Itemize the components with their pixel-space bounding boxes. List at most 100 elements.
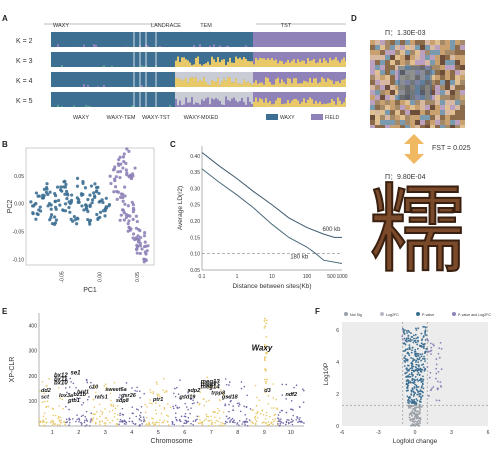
volcano-point-up bbox=[437, 387, 439, 389]
mosaic-tile bbox=[455, 55, 460, 60]
gene-label: dd2 bbox=[41, 388, 51, 394]
mosaic-tile bbox=[440, 55, 445, 60]
volcano-point bbox=[410, 412, 412, 414]
pca-point bbox=[127, 150, 130, 153]
xpclr-point bbox=[179, 379, 181, 381]
admix-seg bbox=[239, 72, 241, 83]
mosaic-tile bbox=[415, 60, 420, 65]
admix-seg bbox=[147, 45, 149, 47]
volcano-point bbox=[407, 396, 409, 398]
volcano-point bbox=[418, 358, 420, 360]
admix-seg bbox=[111, 66, 113, 67]
pca-point bbox=[104, 209, 107, 212]
xpclr-point bbox=[144, 420, 146, 422]
admix-seg bbox=[279, 83, 281, 87]
admix-seg bbox=[345, 78, 346, 87]
mosaic-tile bbox=[455, 45, 460, 50]
xpclr-point bbox=[152, 393, 154, 395]
annotation-600kb: 600 kb bbox=[322, 227, 341, 233]
mosaic-tile bbox=[380, 105, 385, 110]
mosaic-tile bbox=[375, 60, 380, 65]
xpclr-point bbox=[184, 422, 186, 424]
xpclr-point bbox=[131, 387, 133, 389]
xpclr-point bbox=[255, 413, 257, 415]
volcano-point bbox=[416, 404, 418, 406]
admix-seg bbox=[231, 63, 233, 67]
mosaic-tile bbox=[450, 70, 455, 75]
mosaic-tile bbox=[425, 60, 430, 65]
xpclr-point bbox=[238, 402, 240, 404]
volcano-point-up bbox=[427, 366, 429, 368]
admix-seg bbox=[309, 32, 311, 47]
pca-point bbox=[34, 218, 37, 221]
pca-point bbox=[112, 168, 115, 171]
volcano-point bbox=[424, 331, 426, 333]
xpclr-point bbox=[217, 408, 219, 410]
xpclr-point bbox=[277, 423, 279, 425]
admix-seg bbox=[289, 32, 291, 47]
pca-point bbox=[123, 211, 126, 214]
mosaic-tile bbox=[455, 85, 460, 90]
pca-point bbox=[84, 186, 87, 189]
admix-seg bbox=[205, 72, 207, 82]
admix-seg bbox=[273, 60, 275, 67]
chromosome-tick-label: 1 bbox=[51, 430, 54, 436]
admix-seg bbox=[311, 32, 313, 47]
admix-seg bbox=[285, 62, 287, 67]
pca-point bbox=[143, 260, 146, 263]
admix-seg bbox=[185, 98, 187, 107]
pca-point bbox=[127, 214, 130, 217]
mosaic-tile bbox=[445, 120, 450, 125]
xpclr-point bbox=[95, 391, 97, 393]
pca-point bbox=[93, 196, 96, 199]
volcano-point bbox=[409, 368, 411, 370]
xpclr-point bbox=[266, 412, 268, 414]
admix-seg bbox=[231, 82, 233, 87]
admix-seg bbox=[303, 81, 305, 87]
y-tick-label: 0.20 bbox=[190, 219, 200, 225]
admix-seg bbox=[197, 57, 199, 67]
mosaic-tile bbox=[390, 120, 395, 125]
xpclr-point bbox=[136, 390, 138, 392]
x-tick-label: 0.00 bbox=[97, 272, 103, 282]
mosaic-tile bbox=[440, 120, 445, 125]
xpclr-point bbox=[179, 420, 181, 422]
pca-point bbox=[99, 200, 102, 203]
admix-seg bbox=[185, 52, 187, 59]
admix-seg bbox=[293, 32, 295, 47]
volcano-point bbox=[407, 360, 409, 362]
pca-point bbox=[117, 158, 120, 161]
admix-seg bbox=[289, 63, 291, 67]
volcano-point bbox=[421, 355, 423, 357]
xpclr-point bbox=[299, 417, 301, 419]
mosaic-tile bbox=[375, 55, 380, 60]
mosaic-tile bbox=[455, 115, 460, 120]
xpclr-point bbox=[263, 414, 265, 416]
xpclr-point bbox=[208, 400, 210, 402]
gene-label: gsd19 bbox=[178, 394, 196, 400]
volcano-point-up bbox=[440, 342, 442, 344]
admix-seg bbox=[215, 62, 217, 67]
xpclr-point bbox=[297, 421, 299, 423]
mosaic-tile bbox=[380, 70, 385, 75]
mosaic-tile bbox=[435, 60, 440, 65]
pca-point bbox=[55, 218, 58, 221]
pca-point bbox=[90, 184, 93, 187]
mosaic-tile bbox=[420, 60, 425, 65]
admix-seg bbox=[209, 65, 211, 67]
xpclr-point bbox=[238, 405, 240, 407]
xpclr-point bbox=[278, 420, 280, 422]
admix-seg bbox=[305, 103, 307, 107]
admix-seg bbox=[295, 78, 297, 87]
xpclr-point bbox=[149, 402, 151, 404]
xpclr-point bbox=[257, 411, 259, 413]
xpclr-point bbox=[46, 422, 48, 424]
xpclr-point bbox=[218, 410, 220, 412]
volcano-point bbox=[411, 369, 413, 371]
admix-seg bbox=[131, 105, 133, 107]
mosaic-tile bbox=[440, 75, 445, 80]
volcano-point bbox=[421, 387, 423, 389]
chromosome-tick-label: 8 bbox=[236, 430, 239, 436]
admix-seg bbox=[265, 32, 267, 47]
legend-swatch bbox=[311, 114, 323, 120]
